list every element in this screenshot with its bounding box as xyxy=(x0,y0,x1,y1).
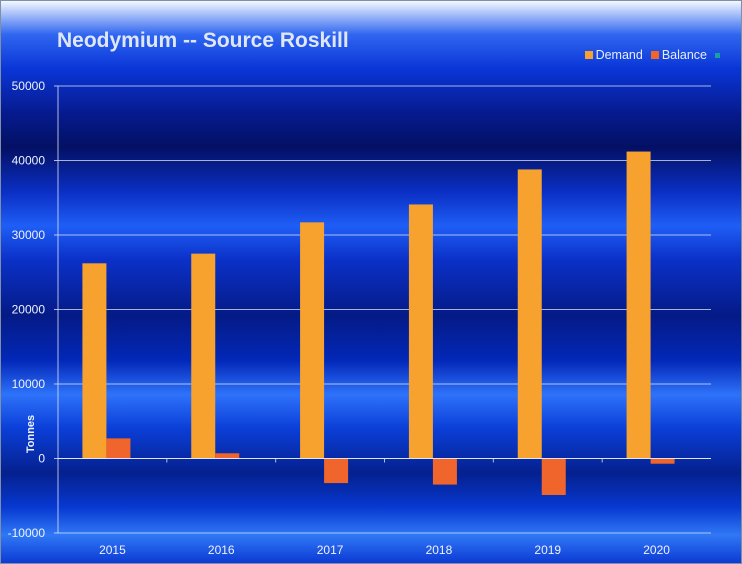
y-axis-title: Tonnes xyxy=(25,415,37,453)
y-tick-label: 10000 xyxy=(12,377,46,391)
legend-label-demand: Demand xyxy=(595,48,643,62)
bar-balance-2018 xyxy=(432,458,457,485)
bar-balance-2017 xyxy=(324,458,349,484)
legend-item-balance: Balance xyxy=(650,48,707,62)
bar-balance-2015 xyxy=(106,438,131,459)
bar-demand-2016 xyxy=(191,253,216,459)
bar-demand-2015 xyxy=(82,263,107,459)
y-tick-label: 30000 xyxy=(12,228,46,242)
legend-label-balance: Balance xyxy=(661,48,707,62)
bar-demand-2018 xyxy=(408,204,433,459)
bar-demand-2019 xyxy=(517,169,542,459)
gridlines xyxy=(58,85,711,534)
legend-swatch-balance xyxy=(650,51,659,59)
legend-swatch-demand xyxy=(584,51,593,59)
tick-labels: -10000 0 10000 20000 30000 40000 50000 2015 2016… xyxy=(8,79,671,557)
x-tick-label: 2020 xyxy=(643,543,670,557)
y-tick-label: 0 xyxy=(38,452,45,466)
y-tick-label: -10000 xyxy=(8,526,46,540)
x-tick-label: 2015 xyxy=(99,543,126,557)
bar-balance-2016 xyxy=(215,453,240,459)
bar-balance-2020 xyxy=(650,458,675,464)
chart-title: Neodymium -- Source Roskill xyxy=(57,29,349,52)
y-tick-label: 50000 xyxy=(12,79,46,93)
y-tick-label: 40000 xyxy=(12,154,46,168)
bar-demand-2020 xyxy=(626,151,651,459)
legend-item-demand: Demand xyxy=(584,48,643,62)
bars xyxy=(82,151,675,496)
bar-demand-2017 xyxy=(300,222,325,459)
x-tick-label: 2016 xyxy=(208,543,235,557)
legend-swatch-third xyxy=(715,52,720,58)
y-tick-label: 20000 xyxy=(12,303,46,317)
legend: Demand Balance xyxy=(577,48,723,62)
x-tick-label: 2017 xyxy=(317,543,344,557)
x-tick-label: 2019 xyxy=(534,543,561,557)
x-tick-label: 2018 xyxy=(426,543,453,557)
bar-balance-2019 xyxy=(541,458,566,496)
axes xyxy=(54,85,711,534)
legend-item-third xyxy=(715,52,723,58)
